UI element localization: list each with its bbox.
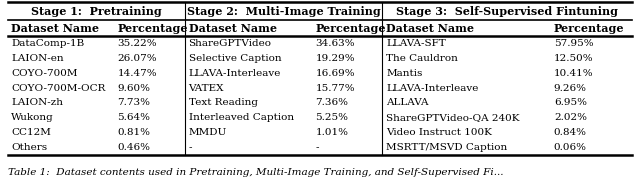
Text: 7.36%: 7.36%: [316, 98, 348, 108]
Text: Stage 2:  Multi-Image Training: Stage 2: Multi-Image Training: [187, 5, 380, 16]
Text: 35.22%: 35.22%: [118, 39, 157, 48]
Text: 6.95%: 6.95%: [554, 98, 587, 108]
Text: Dataset Name: Dataset Name: [189, 22, 276, 33]
Text: Percentage: Percentage: [554, 22, 625, 33]
Text: -: -: [316, 143, 319, 152]
Text: 12.50%: 12.50%: [554, 54, 593, 63]
Text: 5.64%: 5.64%: [118, 113, 150, 122]
Text: VATEX: VATEX: [189, 84, 224, 93]
Text: 16.69%: 16.69%: [316, 69, 355, 78]
Text: Wukong: Wukong: [11, 113, 54, 122]
Text: Dataset Name: Dataset Name: [11, 22, 99, 33]
Text: 0.06%: 0.06%: [554, 143, 587, 152]
Text: 0.46%: 0.46%: [118, 143, 150, 152]
Text: 5.25%: 5.25%: [316, 113, 348, 122]
Text: Selective Caption: Selective Caption: [189, 54, 281, 63]
Text: LLAVA-Interleave: LLAVA-Interleave: [387, 84, 479, 93]
Text: ShareGPTVideo: ShareGPTVideo: [189, 39, 271, 48]
Text: 2.02%: 2.02%: [554, 113, 587, 122]
Text: ALLAVA: ALLAVA: [387, 98, 429, 108]
Text: DataComp-1B: DataComp-1B: [11, 39, 84, 48]
Text: 1.01%: 1.01%: [316, 128, 348, 137]
Text: Video Instruct 100K: Video Instruct 100K: [387, 128, 492, 137]
Text: Others: Others: [11, 143, 47, 152]
Text: Interleaved Caption: Interleaved Caption: [189, 113, 294, 122]
Text: 0.84%: 0.84%: [554, 128, 587, 137]
Text: 10.41%: 10.41%: [554, 69, 593, 78]
Text: 57.95%: 57.95%: [554, 39, 593, 48]
Text: Stage 1:  Pretraining: Stage 1: Pretraining: [31, 5, 162, 16]
Text: 34.63%: 34.63%: [316, 39, 355, 48]
Text: LLAVA-SFT: LLAVA-SFT: [387, 39, 446, 48]
Text: ShareGPTVideo-QA 240K: ShareGPTVideo-QA 240K: [387, 113, 520, 122]
Text: COYO-700M-OCR: COYO-700M-OCR: [11, 84, 106, 93]
Text: LAION-en: LAION-en: [11, 54, 63, 63]
Text: Dataset Name: Dataset Name: [387, 22, 474, 33]
Text: 9.26%: 9.26%: [554, 84, 587, 93]
Text: MSRTT/MSVD Caption: MSRTT/MSVD Caption: [387, 143, 508, 152]
Text: -: -: [189, 143, 192, 152]
Text: Table 1:  Dataset contents used in Pretraining, Multi-Image Training, and Self-S: Table 1: Dataset contents used in Pretra…: [8, 168, 504, 177]
Text: MMDU: MMDU: [189, 128, 227, 137]
Text: Text Reading: Text Reading: [189, 98, 257, 108]
Text: 7.73%: 7.73%: [118, 98, 150, 108]
Text: CC12M: CC12M: [11, 128, 51, 137]
Text: 19.29%: 19.29%: [316, 54, 355, 63]
Text: Stage 3:  Self-Supervised Fintuning: Stage 3: Self-Supervised Fintuning: [396, 5, 618, 16]
Text: Percentage: Percentage: [118, 22, 188, 33]
Text: 0.81%: 0.81%: [118, 128, 150, 137]
Text: 15.77%: 15.77%: [316, 84, 355, 93]
Text: Percentage: Percentage: [316, 22, 386, 33]
Text: Mantis: Mantis: [387, 69, 423, 78]
Text: COYO-700M: COYO-700M: [11, 69, 77, 78]
Text: LAION-zh: LAION-zh: [11, 98, 63, 108]
Text: 9.60%: 9.60%: [118, 84, 150, 93]
Text: 26.07%: 26.07%: [118, 54, 157, 63]
Text: 14.47%: 14.47%: [118, 69, 157, 78]
Text: LLAVA-Interleave: LLAVA-Interleave: [189, 69, 281, 78]
Text: The Cauldron: The Cauldron: [387, 54, 458, 63]
